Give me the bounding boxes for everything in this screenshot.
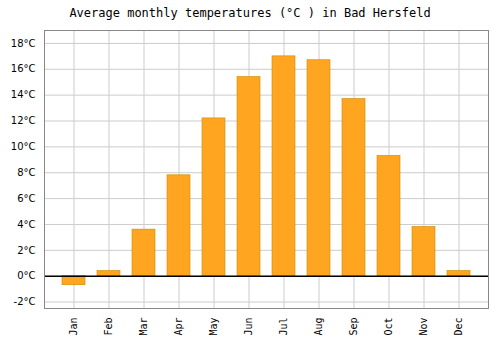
svg-text:4°C: 4°C	[17, 219, 35, 230]
svg-text:14°C: 14°C	[11, 89, 36, 100]
svg-text:16°C: 16°C	[11, 63, 36, 74]
svg-text:Jun: Jun	[243, 318, 254, 336]
svg-text:18°C: 18°C	[11, 38, 36, 49]
svg-text:May: May	[208, 318, 219, 336]
svg-text:10°C: 10°C	[11, 141, 36, 152]
html-text:Average monthly temperatures (: Average monthly temperatures (°C ) in Ba…	[69, 6, 431, 20]
svg-text:Feb: Feb	[103, 318, 114, 336]
svg-text:8°C: 8°C	[17, 167, 35, 178]
svg-text:Dec: Dec	[453, 318, 464, 336]
svg-text:-2°C: -2°C	[14, 296, 36, 307]
svg-text:Apr: Apr	[173, 318, 184, 336]
svg-text:Jan: Jan	[68, 318, 79, 336]
svg-text:6°C: 6°C	[17, 193, 35, 204]
svg-text:12°C: 12°C	[11, 115, 36, 126]
svg-text:Oct: Oct	[383, 318, 394, 336]
svg-text:Sep: Sep	[348, 318, 359, 336]
svg-text:Nov: Nov	[418, 318, 429, 336]
svg-text:Mar: Mar	[138, 318, 149, 336]
svg-text:Jul: Jul	[278, 318, 289, 336]
svg-text:Aug: Aug	[313, 318, 324, 336]
svg-text:2°C: 2°C	[17, 245, 35, 256]
svg-text:0°C: 0°C	[17, 270, 35, 281]
